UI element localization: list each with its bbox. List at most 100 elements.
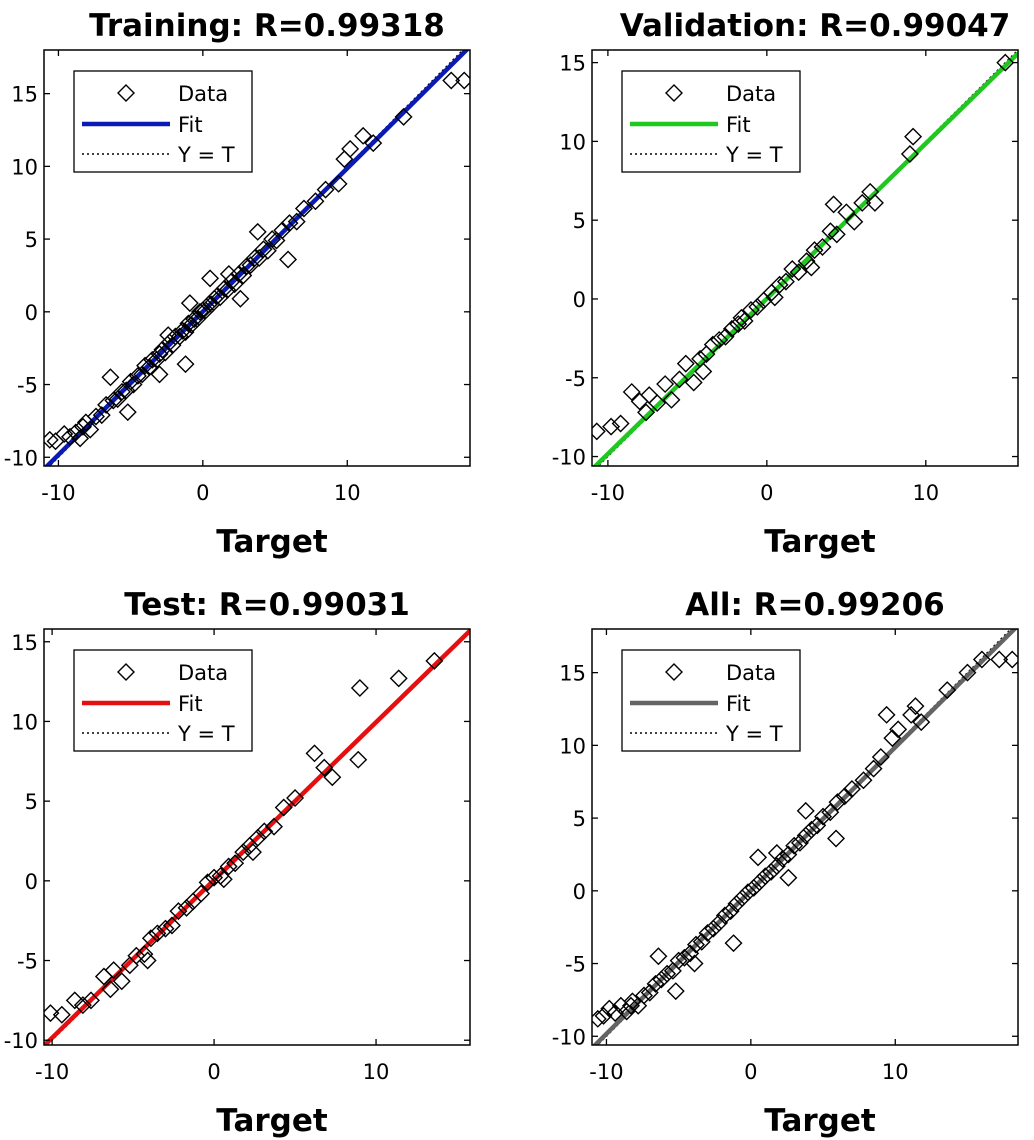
x-axis-label: Target (216, 524, 328, 560)
data-point (813, 237, 832, 256)
data-point (796, 826, 815, 845)
data-point (721, 902, 740, 921)
legend-data-marker (665, 663, 683, 681)
y-tick-label: -5 (17, 950, 38, 974)
y-tick-label: 10 (559, 130, 586, 154)
y-tick-label: -5 (17, 374, 38, 398)
x-axis-label: Target (216, 1103, 328, 1139)
y-tick-label: 15 (11, 83, 38, 107)
data-point (676, 354, 695, 373)
data-point (248, 828, 267, 847)
data-point (219, 265, 238, 283)
data-point (349, 750, 368, 769)
data-point (108, 390, 127, 409)
legend-entry: Y = T (177, 143, 235, 167)
data-point (65, 991, 84, 1010)
y-tick-label: -10 (4, 1029, 38, 1053)
data-point (724, 934, 743, 953)
data-point (135, 945, 154, 964)
plot-content (44, 629, 470, 1045)
y-tick-label: -5 (565, 953, 586, 977)
data-point (715, 906, 734, 925)
data-point (694, 362, 713, 381)
y-tick-label: 10 (559, 734, 586, 758)
x-tick-label: 10 (882, 1060, 909, 1084)
y-tick-label: 5 (25, 228, 38, 252)
y-tick-label: 15 (559, 662, 586, 686)
data-point (729, 315, 748, 334)
legend-entry: Fit (726, 692, 751, 716)
data-point (128, 366, 147, 385)
data-point (738, 883, 757, 902)
data-point (770, 275, 789, 294)
data-point (828, 793, 847, 812)
data-point (166, 327, 185, 346)
data-point (255, 822, 274, 841)
y-tick-label: -5 (565, 367, 586, 391)
data-point (104, 961, 123, 980)
legend: Data Fit Y = T (621, 70, 801, 173)
y-tick-label: -10 (552, 446, 586, 470)
data-point (710, 913, 729, 932)
data-point (990, 650, 1009, 669)
data-point (169, 902, 188, 921)
data-point (703, 335, 722, 354)
data-point (73, 996, 92, 1015)
data-point (692, 932, 711, 951)
data-point (141, 929, 160, 948)
data-point (637, 403, 656, 422)
data-point (883, 729, 902, 748)
data-point (180, 294, 199, 313)
data-point (824, 195, 843, 214)
y-tick-label: 0 (573, 880, 586, 904)
legend-data-marker (117, 84, 135, 102)
legend: Data Fit Y = T (621, 649, 801, 752)
data-point (179, 314, 198, 333)
data-point (735, 312, 754, 331)
data-point (159, 326, 178, 345)
data-point (177, 898, 196, 917)
data-point (442, 71, 461, 90)
y-tick-label: 0 (573, 288, 586, 312)
data-point (748, 297, 767, 316)
scatter-panel-1: -10 0 10 -10 -5 0 5 10 15 Training: R=0.99318 Targ… (4, 8, 471, 560)
legend-box (73, 70, 253, 173)
data-point (744, 878, 763, 897)
y-tick-label: 5 (25, 790, 38, 814)
data-point (750, 873, 769, 892)
data-point (602, 417, 621, 436)
data-point (350, 678, 369, 697)
data-point (808, 816, 827, 835)
data-point (81, 991, 100, 1010)
legend-entry: Y = T (725, 143, 783, 167)
data-point (335, 150, 354, 169)
data-point (785, 836, 804, 855)
y-tick-label: -10 (4, 446, 38, 470)
scatter-panel-3: -10 0 10 -10 -5 0 5 10 15 Test: R=0.99031 Target Da… (4, 587, 471, 1139)
data-point (681, 944, 700, 963)
data-point (749, 848, 768, 867)
data-point (219, 857, 238, 876)
data-point (274, 798, 293, 817)
data-point (306, 192, 325, 211)
legend: Data Fit Y = T (73, 70, 253, 173)
chart-title: Validation: R=0.99047 (620, 8, 1011, 44)
data-point (789, 263, 808, 282)
data-point (853, 193, 872, 212)
y-tick-label: -10 (552, 1025, 586, 1049)
data-point (904, 127, 923, 146)
data-point (71, 429, 90, 448)
plot-content (592, 629, 1018, 1045)
data-point (127, 946, 146, 965)
data-point (646, 974, 665, 993)
y-tick-label: 5 (573, 209, 586, 233)
data-point (258, 241, 277, 260)
y-tick-label: 0 (25, 870, 38, 894)
scatter-panel-4: -10 0 10 -10 -5 0 5 10 15 All: R=0.99206 Target Dat… (552, 587, 1019, 1139)
x-tick-label: -10 (589, 1060, 623, 1084)
chart-title: Training: R=0.99318 (89, 8, 445, 44)
legend-entry: Fit (178, 692, 203, 716)
x-tick-label: 10 (912, 481, 939, 505)
data-point (722, 319, 741, 338)
